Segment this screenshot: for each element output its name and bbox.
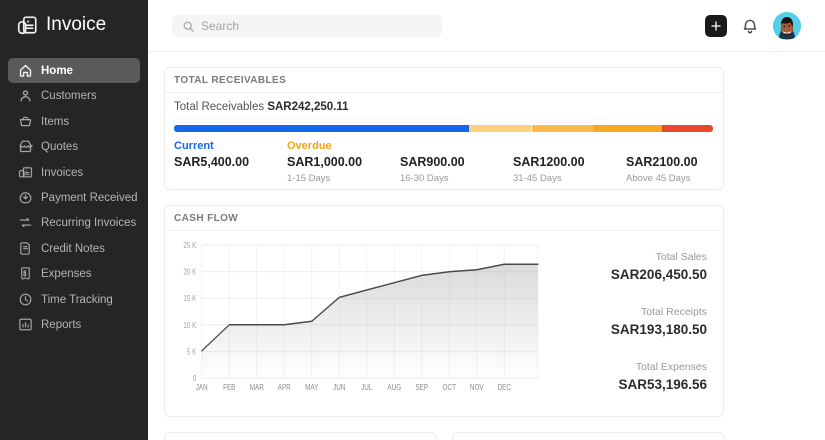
svg-text:20 K: 20 K xyxy=(183,266,196,276)
svg-text:MAY: MAY xyxy=(305,382,318,392)
svg-text:25 K: 25 K xyxy=(183,240,196,250)
svg-text:JUN: JUN xyxy=(333,382,345,392)
svg-text:DEC: DEC xyxy=(498,382,512,392)
svg-text:AUG: AUG xyxy=(387,382,401,392)
svg-text:JAN: JAN xyxy=(196,382,208,392)
svg-text:FEB: FEB xyxy=(223,382,235,392)
svg-text:15 K: 15 K xyxy=(183,293,196,303)
svg-text:10 K: 10 K xyxy=(183,319,196,329)
svg-text:NOV: NOV xyxy=(470,382,484,392)
svg-text:APR: APR xyxy=(278,382,291,392)
svg-text:MAR: MAR xyxy=(250,382,264,392)
svg-text:SEP: SEP xyxy=(415,382,428,392)
svg-text:JUL: JUL xyxy=(361,382,372,392)
svg-text:5 K: 5 K xyxy=(187,346,197,356)
svg-text:OCT: OCT xyxy=(443,382,457,392)
